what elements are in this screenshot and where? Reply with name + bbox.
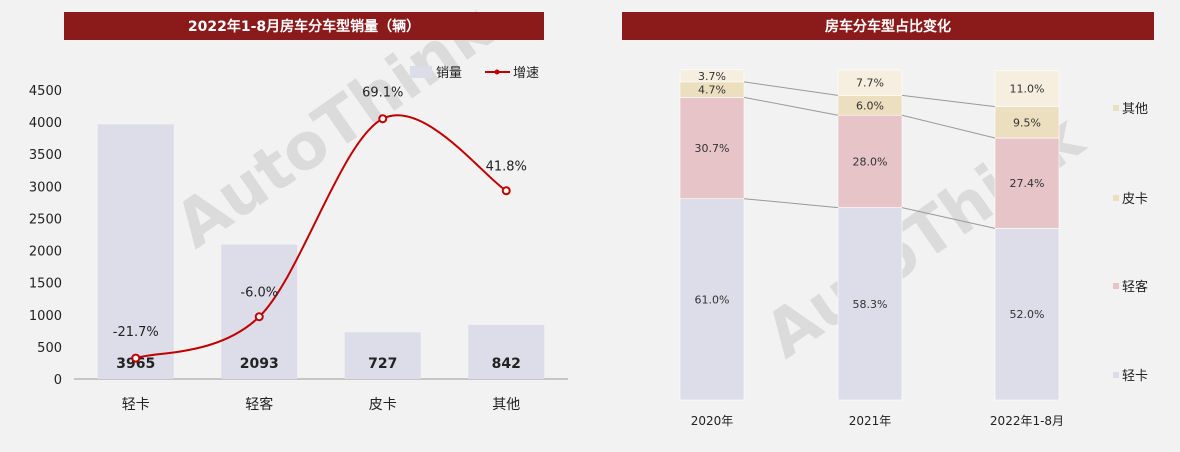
- right-chart-title: 房车分车型占比变化: [622, 12, 1154, 40]
- y-tick-label: 1000: [29, 309, 62, 324]
- bar-4: [468, 324, 545, 379]
- x-tick-label: 皮卡: [369, 397, 397, 413]
- legend-swatch: [1113, 372, 1119, 378]
- growth-value-label: 69.1%: [362, 86, 403, 101]
- segment-1-col-1: [679, 198, 745, 401]
- segment-2-col-1: [679, 97, 745, 199]
- y-tick-label: 4000: [29, 116, 62, 131]
- segment-4-col-1: [679, 69, 745, 83]
- segment-value-label: 9.5%: [1013, 116, 1041, 129]
- growth-point: [131, 353, 141, 363]
- growth-value-label: 41.8%: [486, 160, 527, 175]
- y-tick-label: 2500: [29, 212, 62, 227]
- segment-value-label: 4.7%: [698, 84, 726, 97]
- segment-3-col-3: [994, 106, 1060, 139]
- y-tick-label: 3000: [29, 180, 62, 195]
- segment-value-label: 30.7%: [695, 142, 730, 155]
- growth-point: [501, 186, 511, 196]
- legend-sales-label: 销量: [436, 66, 462, 81]
- legend-swatch: [1113, 283, 1119, 289]
- y-tick-label: 2000: [29, 245, 62, 260]
- segment-1-col-3: [994, 228, 1060, 401]
- legend-sales-swatch: [410, 66, 432, 78]
- connector-line: [901, 207, 996, 229]
- bar-2: [221, 244, 298, 379]
- legend-growth-label: 增速: [513, 66, 539, 81]
- x-tick-label: 轻卡: [122, 397, 150, 413]
- connector-line: [743, 96, 839, 116]
- legend-label: 皮卡: [1122, 192, 1148, 207]
- sales-growth-chart: 0 500 1000 1500 2000 2500 3000 3500 4000 4500 3965…: [29, 66, 568, 413]
- left-chart-title: 2022年1-8月房车分车型销量（辆）: [64, 12, 544, 40]
- y-tick-label: 500: [37, 341, 62, 356]
- y-tick-label: 0: [54, 373, 62, 388]
- x-tick-label: 2020年: [691, 414, 734, 428]
- connector-line: [743, 198, 839, 209]
- growth-value-label: -21.7%: [113, 325, 159, 340]
- connector-line: [901, 94, 996, 108]
- legend-label: 其他: [1122, 102, 1148, 117]
- y-tick-label: 4500: [29, 84, 62, 99]
- x-tick-label: 其他: [492, 397, 520, 413]
- bar-value-label: 2093: [240, 356, 279, 372]
- segment-4-col-3: [994, 70, 1060, 107]
- x-tick-label: 2021年: [849, 414, 892, 428]
- growth-line: [135, 114, 507, 360]
- segment-value-label: 27.4%: [1010, 177, 1045, 190]
- segment-2-col-3: [994, 137, 1060, 229]
- growth-point: [378, 114, 388, 124]
- share-stacked-chart: 61.0% 30.7% 4.7%3.7% 2020年 58.3% 28.0% 6.0% 7.7…: [679, 69, 1148, 428]
- legend-label: 轻卡: [1122, 369, 1148, 384]
- growth-value-label: -6.0%: [240, 286, 278, 301]
- segment-value-label: 28.0%: [853, 155, 888, 168]
- connector-line: [743, 81, 839, 96]
- segment-value-label: 3.7%: [698, 70, 726, 83]
- legend-swatch: [1113, 105, 1119, 111]
- legend-growth-marker: [494, 69, 500, 75]
- legend-label: 轻客: [1122, 279, 1148, 295]
- segment-value-label: 61.0%: [695, 293, 730, 306]
- segment-value-label: 11.0%: [1010, 82, 1045, 95]
- segment-4-col-2: [837, 69, 903, 96]
- segment-value-label: 7.7%: [856, 77, 884, 90]
- x-tick-label: 2022年1-8月: [990, 414, 1064, 428]
- right-chart-panel: AutoThink 房车分车型占比变化 61.0% 30.7% 4.7% 3.7% 20…: [590, 0, 1180, 452]
- segment-value-label: 52.0%: [1010, 308, 1045, 321]
- x-tick-label: 轻客: [245, 396, 273, 413]
- segment-1-col-2: [837, 207, 903, 401]
- bar-3: [344, 332, 421, 379]
- bar-value-label: 3965: [116, 356, 155, 372]
- bar-1: [97, 124, 174, 379]
- left-chart-panel: AutoThink 2022年1-8月房车分车型销量（辆） 0 500 1000 15…: [29, 0, 568, 413]
- bar-value-label: 842: [492, 356, 521, 372]
- growth-point: [254, 312, 264, 322]
- bar-value-label: 727: [368, 356, 397, 372]
- segment-value-label: 6.0%: [856, 99, 884, 112]
- connector-line: [901, 114, 996, 139]
- y-tick-label: 1500: [29, 277, 62, 292]
- legend-swatch: [1113, 195, 1119, 201]
- y-tick-label: 3500: [29, 148, 62, 163]
- segment-value-label: 58.3%: [853, 298, 888, 311]
